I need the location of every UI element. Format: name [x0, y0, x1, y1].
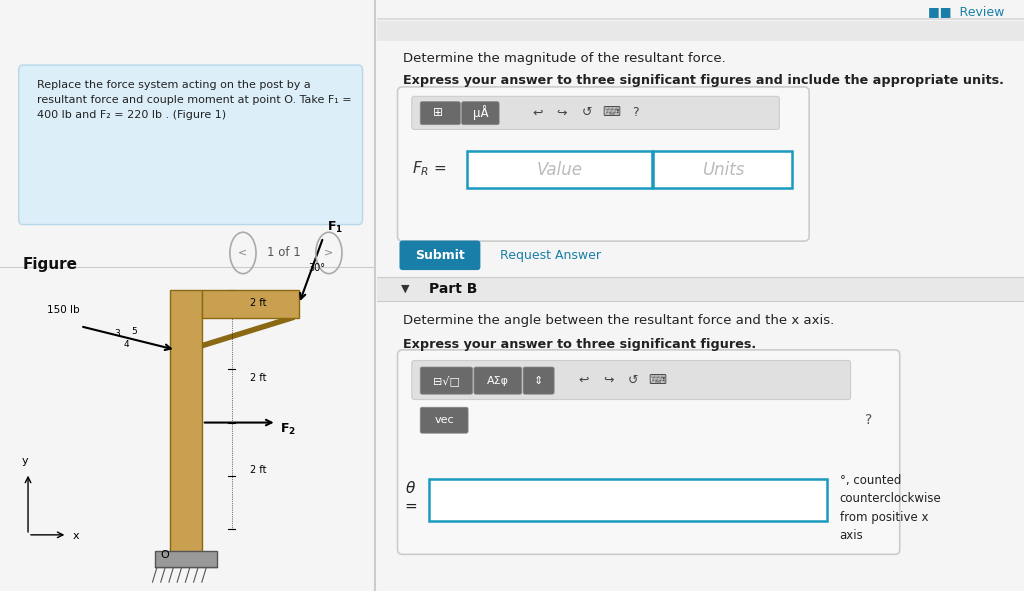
Text: Request Answer: Request Answer	[500, 249, 601, 262]
Bar	[202, 290, 299, 318]
Text: x: x	[73, 531, 80, 541]
Text: ▼: ▼	[401, 284, 410, 294]
Text: vec: vec	[434, 415, 454, 425]
Text: 30°: 30°	[308, 263, 326, 273]
Text: ?: ?	[633, 106, 639, 119]
FancyBboxPatch shape	[412, 96, 779, 129]
Text: Part B: Part B	[429, 282, 477, 296]
Text: O: O	[161, 550, 169, 560]
FancyBboxPatch shape	[412, 361, 851, 400]
Bar	[170, 290, 202, 553]
Text: ΑΣφ: ΑΣφ	[486, 376, 509, 385]
FancyBboxPatch shape	[523, 367, 554, 394]
Text: >: >	[325, 248, 334, 258]
Bar	[429, 479, 826, 521]
Text: ⇕: ⇕	[534, 376, 544, 385]
Text: 2 ft: 2 ft	[251, 373, 267, 383]
Text: 3: 3	[114, 329, 120, 337]
Text: <: <	[239, 248, 248, 258]
FancyBboxPatch shape	[474, 367, 522, 394]
Text: ⊟√□: ⊟√□	[433, 375, 460, 386]
Text: 150 lb: 150 lb	[47, 305, 79, 315]
Text: μÅ: μÅ	[472, 105, 488, 121]
Bar	[377, 21, 1024, 41]
Text: °, counted
counterclockwise
from positive x
axis: °, counted counterclockwise from positiv…	[840, 474, 941, 543]
Text: Express your answer to three significant figures and include the appropriate uni: Express your answer to three significant…	[402, 74, 1004, 87]
Text: 4: 4	[123, 340, 129, 349]
Text: Determine the magnitude of the resultant force.: Determine the magnitude of the resultant…	[402, 52, 725, 65]
Text: ⊞: ⊞	[433, 106, 447, 119]
Text: ↩: ↩	[579, 374, 589, 387]
Text: ↩: ↩	[532, 106, 543, 119]
FancyBboxPatch shape	[397, 87, 809, 241]
Text: Replace the force system acting on the post by a
resultant force and couple mome: Replace the force system acting on the p…	[37, 80, 352, 120]
FancyBboxPatch shape	[397, 350, 900, 554]
FancyBboxPatch shape	[18, 65, 362, 225]
Text: Express your answer to three significant figures.: Express your answer to three significant…	[402, 338, 756, 351]
Text: ⌨: ⌨	[648, 374, 667, 387]
Bar	[155, 551, 217, 567]
Text: ?: ?	[865, 413, 872, 427]
Text: Units: Units	[701, 161, 744, 178]
Text: Figure: Figure	[23, 257, 78, 272]
Text: $\mathbf{F_1}$: $\mathbf{F_1}$	[327, 220, 343, 235]
Text: 1 of 1: 1 of 1	[267, 246, 301, 259]
Text: Determine the angle between the resultant force and the x axis.: Determine the angle between the resultan…	[402, 314, 834, 327]
Text: 5: 5	[131, 327, 136, 336]
Text: y: y	[22, 456, 29, 466]
Text: ↪: ↪	[557, 106, 567, 119]
Text: $\mathbf{F_2}$: $\mathbf{F_2}$	[281, 422, 296, 437]
Text: ■■  Review: ■■ Review	[928, 5, 1005, 18]
Text: ↺: ↺	[628, 374, 638, 387]
Text: 2 ft: 2 ft	[251, 297, 267, 307]
Text: ↪: ↪	[603, 374, 613, 387]
FancyBboxPatch shape	[399, 241, 480, 270]
Bar	[653, 151, 793, 188]
Text: $\theta$: $\theta$	[404, 479, 416, 496]
Text: ↺: ↺	[582, 106, 592, 119]
FancyBboxPatch shape	[420, 102, 461, 125]
Bar	[467, 151, 652, 188]
Text: =: =	[404, 499, 417, 514]
FancyBboxPatch shape	[420, 407, 468, 433]
Text: ⌨: ⌨	[602, 106, 621, 119]
Text: 2 ft: 2 ft	[251, 465, 267, 475]
Text: Submit: Submit	[416, 249, 465, 262]
Bar	[377, 277, 1024, 301]
Text: $F_R$ =: $F_R$ =	[413, 159, 447, 178]
Text: Value: Value	[537, 161, 583, 178]
FancyBboxPatch shape	[420, 367, 473, 394]
FancyBboxPatch shape	[462, 102, 499, 125]
